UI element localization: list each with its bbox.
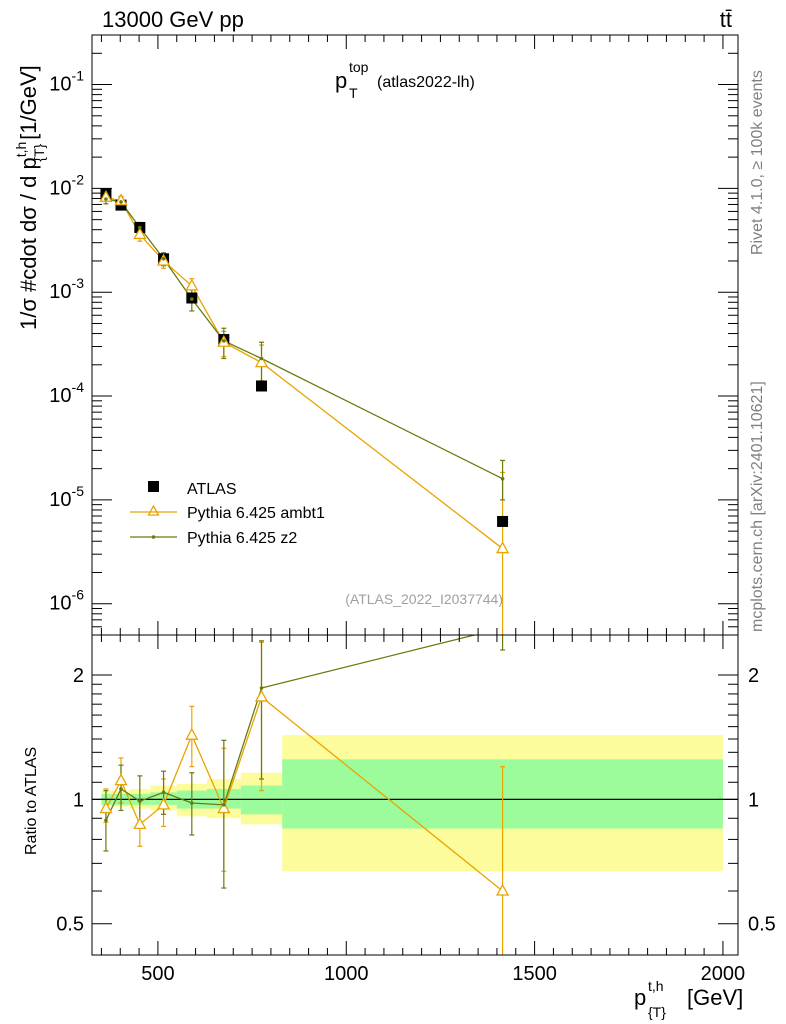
x-axis-label: p t,h {T} [GeV] [634, 978, 743, 1020]
main-y-label: 1/σ #cdot dσ / d pt,h {T} [1/GeV] [13, 65, 47, 330]
ratio-line-1 [105, 635, 478, 821]
rivet-label: Rivet 4.1.0, ≥ 100k events [749, 70, 766, 255]
ratio-xtick-label: 1000 [324, 963, 369, 985]
legend-label-z2: Pythia 6.425 z2 [187, 530, 297, 547]
ratio-ambt1-point [114, 773, 128, 786]
ratio-ambt1-point [156, 797, 171, 810]
atlas-data-point [497, 515, 509, 527]
z2-data-point [138, 225, 142, 230]
ratio-ytick-label: 2 [73, 665, 84, 687]
ratio-z2-point [259, 686, 264, 690]
svg-text:1/σ #cdot dσ / d pt,h{T}[1/GeV: 1/σ #cdot dσ / d pt,h {T} [1/GeV] [13, 65, 47, 330]
z2-data-point [500, 476, 505, 481]
main-ytick-label: 10-3 [49, 275, 84, 303]
main-plot-area [91, 34, 739, 636]
ratio-y-axis: 0.5 0.5 1 1 2 2 [56, 665, 776, 936]
main-ytick-label: 10-4 [49, 379, 84, 407]
y-label-unit: [1/GeV] [16, 65, 41, 140]
ratio-x-axis: 500 1000 1500 2000 [100, 635, 746, 985]
ratio-z2-point [119, 787, 123, 791]
process-label: tt̄ [720, 7, 732, 32]
ratio-panel: 0.5 0.5 1 1 2 2 500 1000 1500 2000 Ratio to ATLA… [23, 634, 776, 1020]
main-x-axis [100, 35, 724, 635]
title-tag: (atlas2022-lh) [377, 74, 475, 91]
main-panel: 10-6 10-5 10-4 10-3 10-2 10-1 p top T (atlas2… [13, 34, 739, 636]
x-label-main: p [634, 985, 646, 1010]
x-label-sub: {T} [648, 1004, 666, 1020]
legend-label-atlas: ATLAS [187, 481, 237, 498]
z2-data-point [119, 200, 123, 204]
ratio-bands [92, 735, 738, 872]
z2-data-point [161, 256, 166, 261]
z2-data-point [104, 197, 108, 201]
ratio-z2-point [104, 818, 108, 823]
ratio-ytick-label-right: 1 [748, 789, 759, 811]
x-label-sup: t,h [648, 978, 664, 994]
legend-label-ambt1: Pythia 6.425 ambt1 [187, 505, 325, 522]
main-ytick-label: 10-5 [49, 483, 84, 511]
ratio-ambt1-point [133, 817, 147, 830]
main-ytick-label: 10-1 [49, 68, 84, 96]
ratio-ambt1-point [495, 883, 510, 896]
ratio-xtick-label: 500 [141, 963, 174, 985]
y-label-sup: t,h [13, 142, 29, 158]
ratio-ytick-label-right: 2 [748, 665, 759, 687]
mcplots-label: mcplots.cern.ch [arXiv:2401.10621] [749, 381, 766, 632]
ambt1-data-point [254, 355, 269, 368]
atlas-data-point [256, 380, 268, 392]
ratio-y-label: Ratio to ATLAS [23, 747, 40, 855]
ratio-z2-point [138, 799, 142, 803]
ratio-series [99, 635, 510, 955]
ratio-xtick-label: 1500 [512, 963, 557, 985]
legend-marker-ambt1 [147, 504, 160, 516]
main-ytick-label: 10-6 [49, 587, 84, 615]
ratio-plot-area [91, 634, 739, 956]
ratio-ytick-label: 0.5 [56, 914, 84, 936]
y-label-sub: {T} [31, 143, 47, 161]
title-main: p [335, 68, 347, 93]
chart-title: p top T (atlas2022-lh) [335, 59, 475, 101]
ratio-xtick-label: 2000 [701, 963, 746, 985]
legend: ATLAS Pythia 6.425 ambt1 Pythia 6.425 z2 [130, 481, 325, 547]
legend-marker-atlas [148, 481, 159, 492]
ratio-ambt1-point [99, 801, 113, 814]
ratio-line-0 [105, 695, 503, 892]
ratio-ytick-label: 1 [73, 789, 84, 811]
main-series [99, 188, 510, 635]
ambt1-data-point [495, 541, 510, 554]
ambt1-data-point [114, 193, 128, 206]
title-sub: T [349, 85, 358, 101]
z2-data-point [222, 339, 226, 343]
z2-data-point [190, 297, 194, 301]
ambt1-data-point [185, 278, 199, 291]
ratio-z2-point [222, 803, 226, 807]
legend-marker-z2 [151, 535, 156, 539]
ratio-ambt1-point [185, 727, 199, 740]
title-sup: top [349, 59, 369, 75]
main-ytick-label: 10-2 [49, 171, 84, 199]
ratio-z2-point [190, 801, 194, 805]
energy-label: 13000 GeV pp [102, 7, 244, 32]
ratio-z2-point [161, 790, 166, 795]
ambt1-data-point [133, 227, 147, 240]
main-y-axis: 10-6 10-5 10-4 10-3 10-2 10-1 [49, 52, 738, 628]
z2-data-point [259, 356, 264, 361]
watermark: (ATLAS_2022_I2037744) [345, 591, 503, 607]
ambt1-data-point [99, 189, 113, 202]
y-label-main: 1/σ #cdot dσ / d p [16, 157, 41, 330]
x-label-unit: [GeV] [687, 985, 743, 1010]
ratio-ytick-label-right: 0.5 [748, 914, 776, 936]
ratio-ambt1-point [254, 689, 269, 702]
ratio-ambt1-point [217, 801, 231, 814]
